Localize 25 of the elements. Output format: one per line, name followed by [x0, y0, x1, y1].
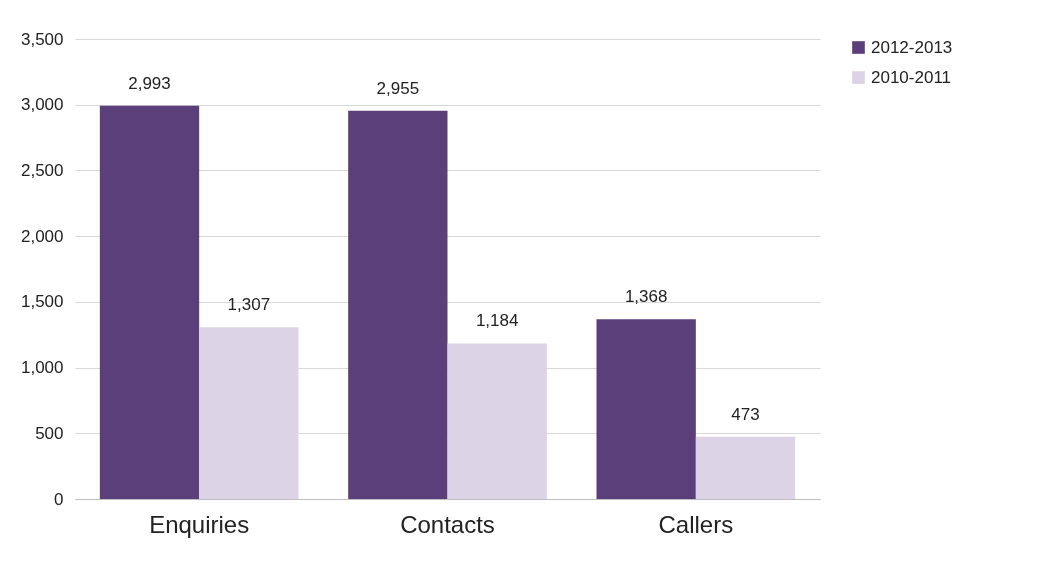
- data-label: 1,368: [624, 287, 668, 307]
- y-tick-label: 3,000: [20, 95, 64, 115]
- y-tick-label: 0: [54, 489, 64, 509]
- data-label: 2,993: [128, 73, 171, 93]
- bar: [596, 319, 696, 499]
- legend-label: 2010-2011: [871, 67, 952, 87]
- bar: [199, 327, 299, 499]
- bar: [348, 110, 448, 499]
- data-label: 1,184: [475, 311, 519, 331]
- x-tick-label: Contacts: [400, 510, 495, 538]
- data-label: 1,307: [227, 295, 271, 315]
- y-tick-label: 2,000: [20, 226, 64, 246]
- x-tick-label: Enquiries: [149, 510, 250, 538]
- y-tick-label: 500: [35, 423, 64, 443]
- bar: [99, 105, 200, 499]
- y-tick-label: 3,500: [20, 29, 64, 49]
- data-label: 473: [731, 404, 760, 424]
- data-label: 2,955: [376, 78, 420, 98]
- y-tick-label: 1,500: [20, 292, 64, 312]
- bar: [447, 343, 547, 499]
- y-tick-label: 2,500: [20, 160, 64, 180]
- bar: [695, 436, 796, 499]
- legend-label: 2012-2013: [871, 37, 953, 57]
- y-tick-label: 1,000: [20, 358, 64, 378]
- x-tick-label: Callers: [658, 510, 734, 538]
